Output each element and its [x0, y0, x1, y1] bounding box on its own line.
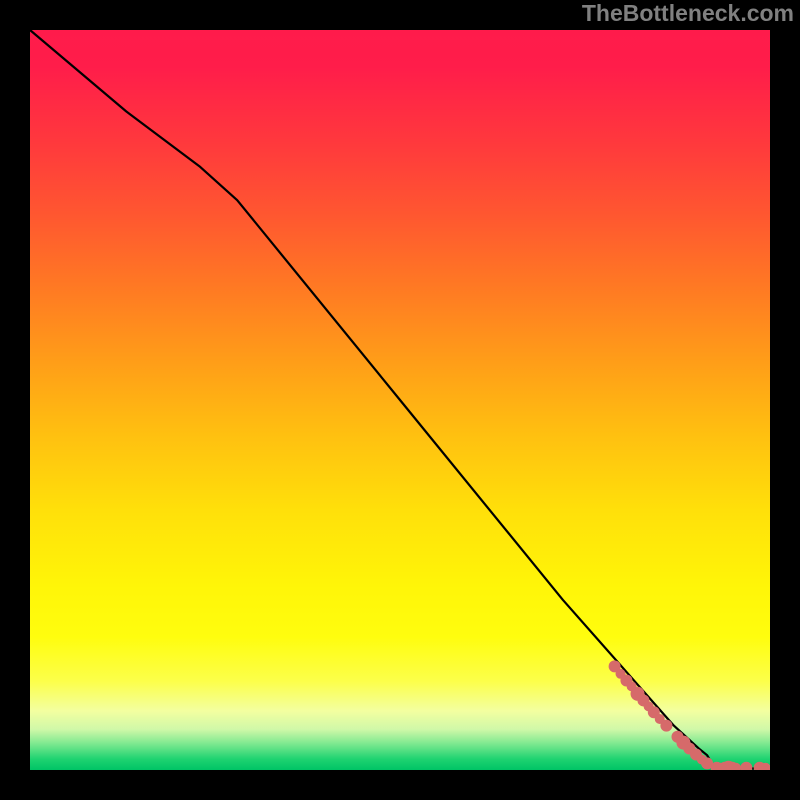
bottleneck-gradient-chart — [0, 0, 800, 800]
chart-stage: TheBottleneck.com — [0, 0, 800, 800]
watermark-text: TheBottleneck.com — [582, 0, 794, 27]
data-point — [740, 762, 752, 774]
data-point — [660, 720, 672, 732]
data-point — [761, 763, 771, 773]
data-point — [771, 762, 783, 774]
data-point — [731, 763, 741, 773]
